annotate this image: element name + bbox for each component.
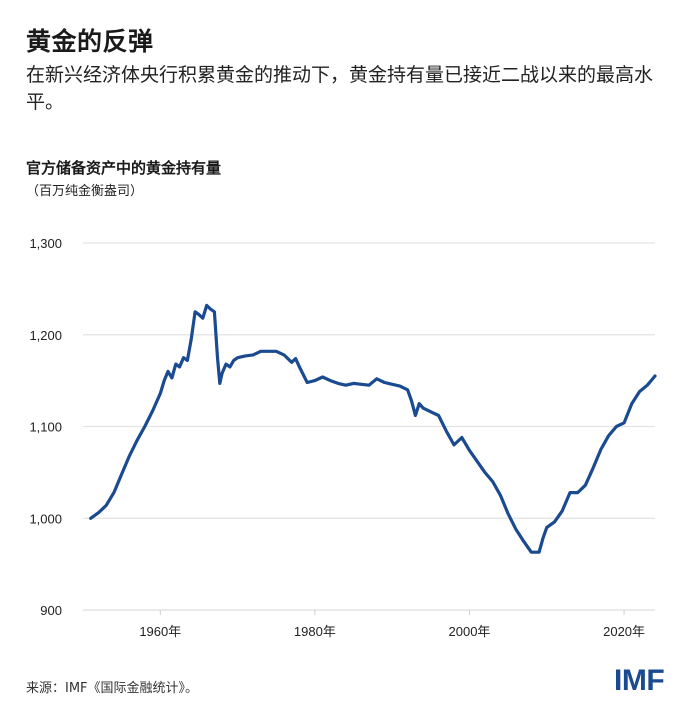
x-axis: 1960年 1980年 2000年 2020年 <box>139 610 645 639</box>
chart-unit-label: （百万纯金衡盎司） <box>26 184 144 199</box>
y-tick-label: 900 <box>40 603 62 618</box>
y-axis-labels: 900 1,000 1,100 1,200 1,300 <box>29 236 62 618</box>
chart-title: 官方储备资产中的黄金持有量 <box>26 159 222 177</box>
gold-holdings-line <box>89 303 657 554</box>
page-title: 黄金的反弹 <box>26 27 154 56</box>
source-note: 来源：IMF《国际金融统计》。 <box>26 681 199 696</box>
page-subtitle: 在新兴经济体央行积累黄金的推动下，黄金持有量已接近二战以来的最高水平。 <box>26 64 654 113</box>
y-tick-label: 1,300 <box>29 236 62 251</box>
x-tick-label: 1980年 <box>294 624 336 639</box>
y-tick-label: 1,000 <box>29 511 62 526</box>
x-tick-label: 1960年 <box>139 624 181 639</box>
imf-logo: IMF <box>614 664 665 697</box>
gridlines <box>83 242 655 611</box>
y-tick-label: 1,200 <box>29 328 62 343</box>
y-tick-label: 1,100 <box>29 420 62 435</box>
x-tick-label: 2020年 <box>603 624 645 639</box>
x-tick-label: 2000年 <box>449 624 491 639</box>
